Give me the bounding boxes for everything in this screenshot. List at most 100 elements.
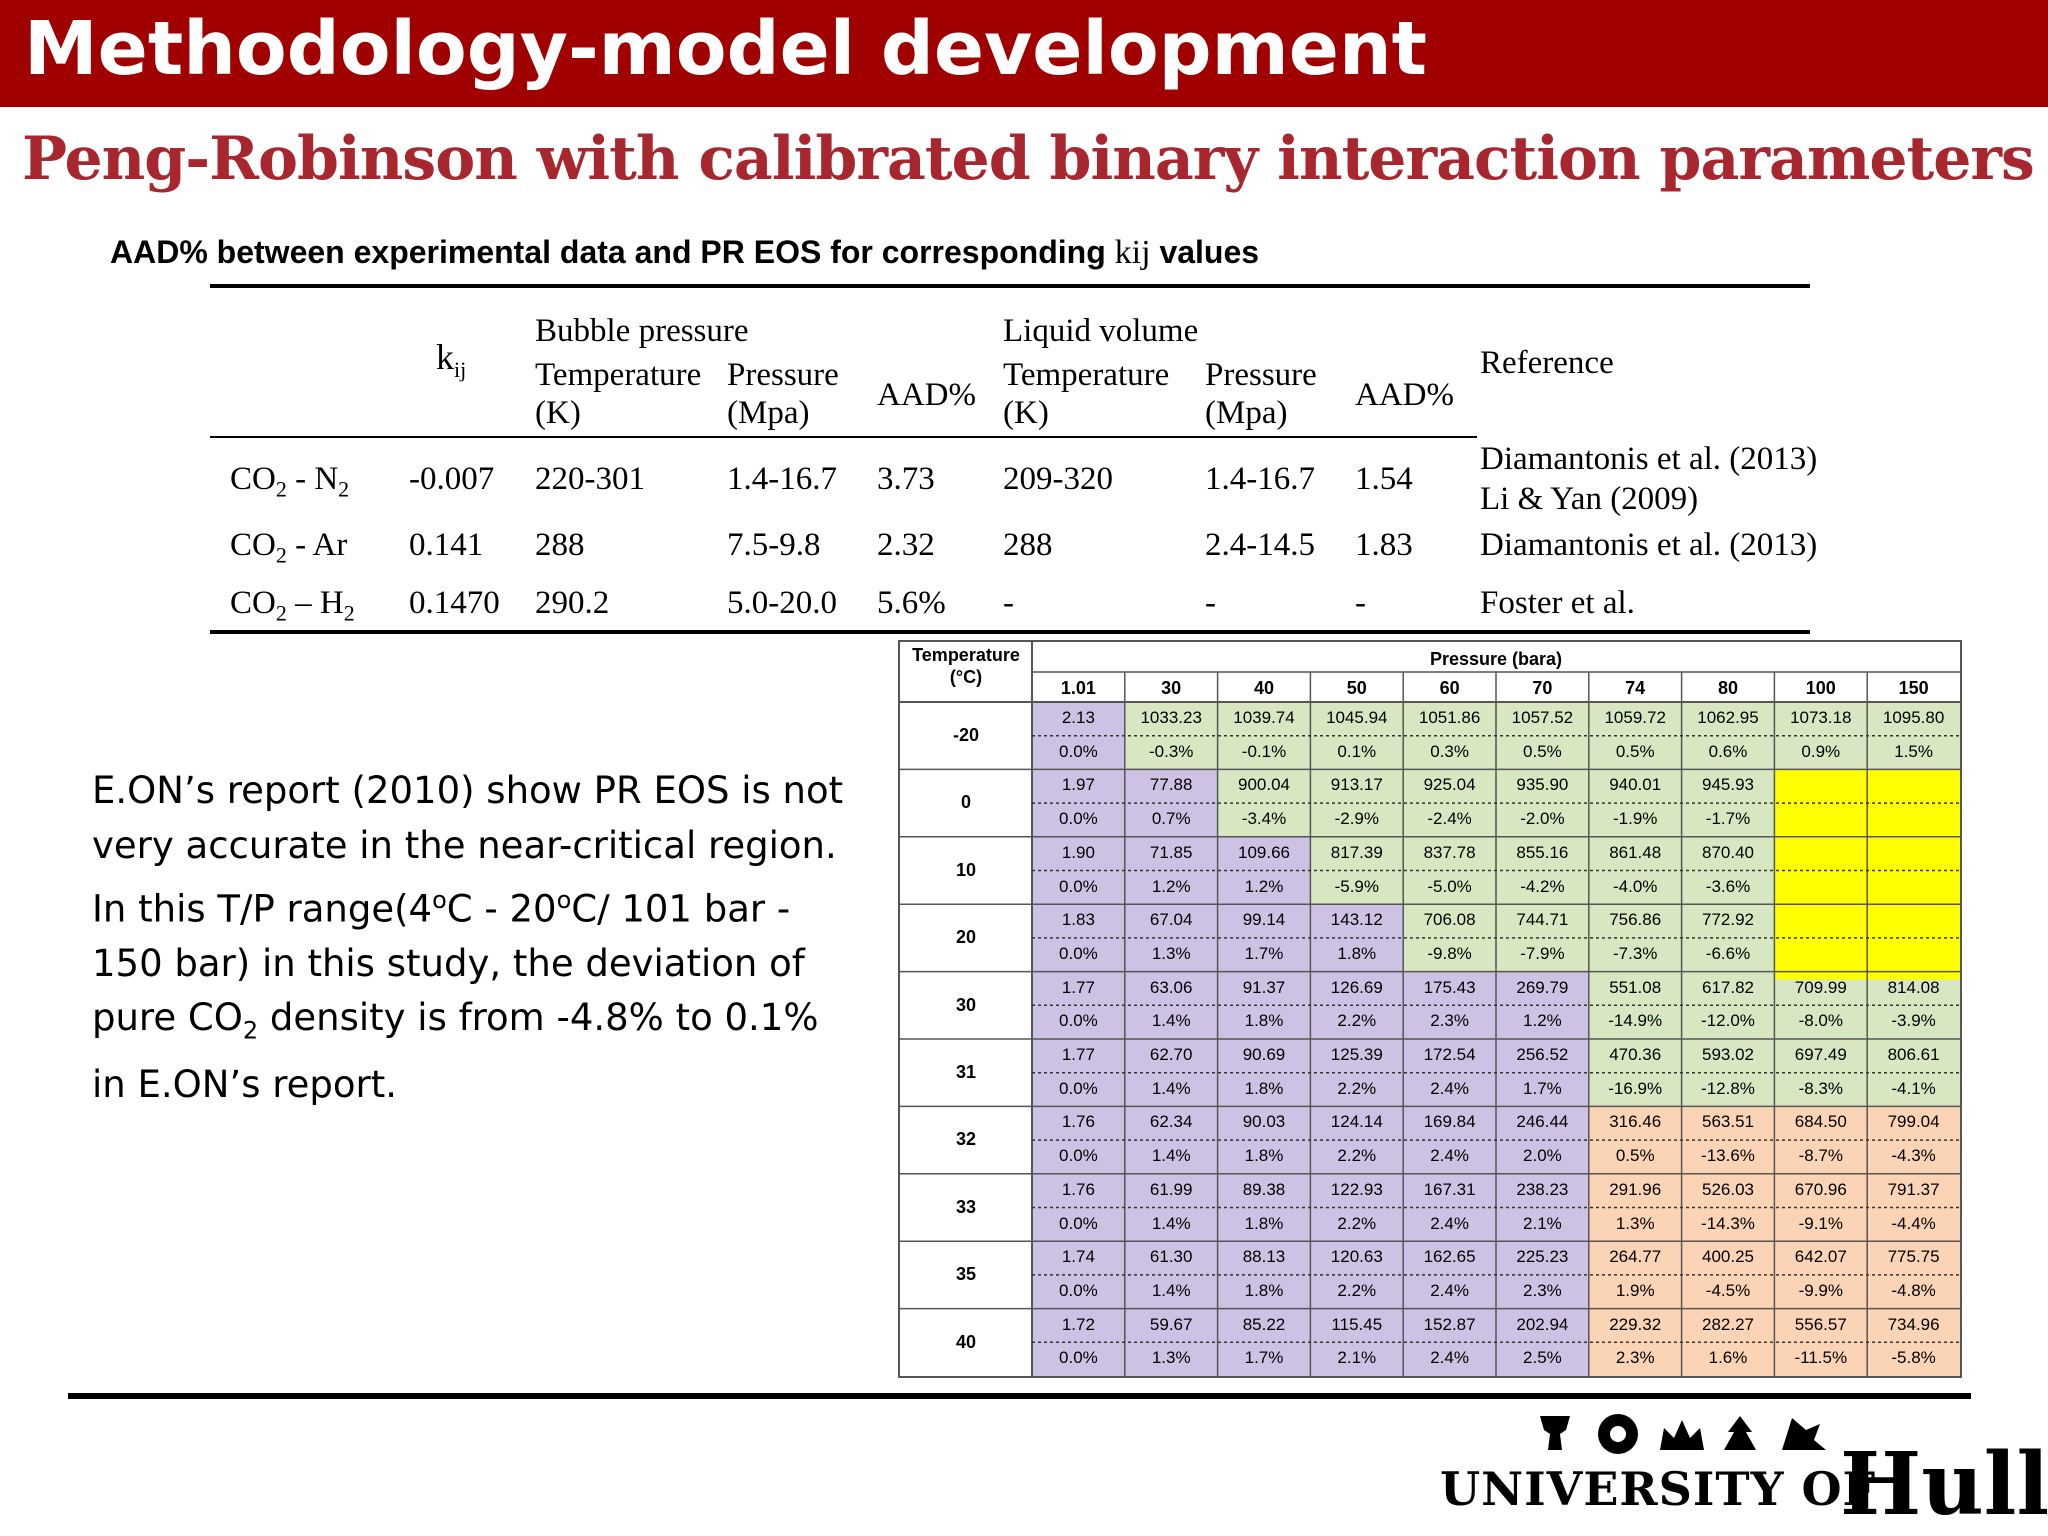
deviation-cell (1867, 871, 1960, 903)
bird-icon (1782, 1418, 1826, 1450)
density-cell: 71.85 (1149, 842, 1193, 862)
cell-background (1032, 971, 1125, 1039)
deviation-cell: -4.2% (1520, 876, 1565, 896)
row3-bp-aad: 5.6% (877, 585, 946, 621)
cell-background (1032, 769, 1125, 837)
row2-system: CO2 - Ar (230, 527, 348, 568)
deviation-cell: 0.1% (1337, 741, 1377, 761)
deviation-cell: 2.1% (1523, 1213, 1562, 1233)
deviation-cell: 1.2% (1523, 1011, 1562, 1031)
deviation-cell: 0.5% (1615, 741, 1655, 761)
deviation-cell: 0.7% (1151, 809, 1191, 829)
row3-bp-pres: 5.0-20.0 (727, 585, 837, 621)
density-cell: 90.03 (1242, 1112, 1286, 1132)
deviation-cell: 2.4% (1430, 1213, 1469, 1233)
density-cell: 1.76 (1061, 1112, 1095, 1132)
deviation-cell: 0.6% (1708, 741, 1748, 761)
density-cell: 861.48 (1609, 842, 1662, 862)
deviation-cell: -4.4% (1891, 1213, 1936, 1233)
deviation-cell: 1.2% (1244, 876, 1284, 896)
deviation-cell: 0.0% (1059, 1213, 1098, 1233)
deviation-cell: 2.5% (1523, 1348, 1562, 1368)
col-reference: Reference (1480, 345, 1614, 381)
row1-bp-pres: 1.4-16.7 (727, 461, 837, 497)
deviation-cell: 2.3% (1615, 1348, 1655, 1368)
pressure-header: Pressure (bara) (1429, 649, 1563, 669)
pressure-column-header: 50 (1346, 678, 1367, 698)
temperature-row-header: 35 (955, 1264, 977, 1285)
pressure-column-header: 1.01 (1060, 678, 1096, 698)
row1-kij: -0.007 (409, 461, 495, 497)
density-cell: 1.74 (1061, 1247, 1095, 1267)
row3-lv-temp: - (1003, 585, 1014, 621)
deviation-cell: -1.7% (1705, 809, 1751, 829)
caption-kij: kij (1114, 234, 1151, 271)
crest-icons (1540, 1414, 1826, 1454)
density-cell: 1059.72 (1604, 708, 1666, 727)
deviation-cell: 1.8% (1244, 1213, 1284, 1233)
density-cell: 1.83 (1061, 910, 1095, 930)
deviation-cell: -1.9% (1612, 809, 1658, 829)
density-cell: 817.39 (1330, 842, 1383, 862)
deviation-cell: 0.0% (1059, 1348, 1098, 1368)
cell-background (1217, 702, 1311, 770)
density-cell: 282.27 (1701, 1314, 1754, 1334)
deviation-cell: -16.9% (1608, 1078, 1663, 1098)
deviation-cell: 2.3% (1523, 1280, 1562, 1300)
density-cell: 120.63 (1330, 1247, 1383, 1267)
deviation-cell: 2.4% (1430, 1146, 1469, 1166)
deviation-cell: -2.4% (1427, 809, 1472, 829)
density-cell: 125.39 (1330, 1045, 1383, 1064)
density-cell: 756.86 (1609, 910, 1662, 930)
row2-bp-pres: 7.5-9.8 (727, 527, 821, 563)
temperature-row-header: 33 (955, 1196, 977, 1217)
kij-table: kij Bubble pressure Temperature (K) Pres… (210, 284, 1817, 634)
density-cell: 706.08 (1423, 910, 1476, 930)
density-cell: 642.07 (1794, 1247, 1847, 1267)
temperature-row-header: 40 (955, 1331, 977, 1352)
deviation-cell: -5.0% (1427, 876, 1472, 896)
deviation-cell: 1.3% (1615, 1213, 1655, 1233)
pressure-column-header: 100 (1805, 678, 1836, 698)
density-cell: 264.77 (1609, 1247, 1662, 1267)
density-cell: 269.79 (1516, 977, 1569, 997)
deviation-cell: 0.0% (1059, 809, 1098, 829)
bp-col-temperature-unit: (K) (535, 395, 581, 431)
cell-background (1032, 1241, 1125, 1309)
lv-col-pressure-unit: (Mpa) (1205, 395, 1288, 431)
density-cell: 1045.94 (1326, 708, 1388, 727)
density-cell (1774, 904, 1867, 936)
density-cell (1867, 769, 1960, 801)
pressure-column-header: 30 (1161, 678, 1182, 698)
density-cell: 124.14 (1330, 1112, 1383, 1132)
density-cell: 90.69 (1242, 1045, 1286, 1064)
deviation-cell: 1.4% (1151, 1280, 1191, 1300)
deviation-cell: 1.8% (1244, 1078, 1284, 1098)
deviation-cell: -6.6% (1705, 943, 1751, 963)
density-cell: 526.03 (1701, 1179, 1754, 1199)
deviation-cell (1867, 938, 1960, 970)
cell-background (1032, 702, 1125, 770)
caption-prefix: AAD% between experimental data and PR EO… (110, 234, 1115, 270)
row3-lv-aad: - (1355, 585, 1366, 621)
density-cell: 152.87 (1423, 1314, 1476, 1334)
deviation-cell: 2.2% (1337, 1011, 1377, 1031)
row2-bp-aad: 2.32 (877, 527, 935, 563)
pressure-column-header: 40 (1253, 678, 1274, 698)
deviation-cell: 1.4% (1151, 1213, 1191, 1233)
deviation-cell: 2.2% (1337, 1213, 1377, 1233)
deviation-cell: 1.4% (1151, 1146, 1191, 1166)
density-cell: 63.06 (1149, 977, 1193, 997)
temperature-row-header: -20 (952, 725, 979, 745)
deviation-cell: -8.0% (1798, 1011, 1843, 1031)
deviation-cell: -7.3% (1612, 943, 1658, 963)
deviation-cell: 2.2% (1337, 1280, 1377, 1300)
body-line-3: In this T/P range(4oC - 20oC/ 101 bar - (92, 886, 791, 931)
cell-background (1032, 904, 1125, 972)
bp-col-pressure-unit: (Mpa) (727, 395, 810, 431)
deviation-cell: -9.9% (1798, 1280, 1843, 1300)
density-cell: 1095.80 (1882, 708, 1945, 727)
footer-divider (68, 1393, 1971, 1399)
group-liquid-volume: Liquid volume (1003, 313, 1199, 349)
slide-subtitle: Peng-Robinson with calibrated binary int… (22, 124, 2035, 194)
